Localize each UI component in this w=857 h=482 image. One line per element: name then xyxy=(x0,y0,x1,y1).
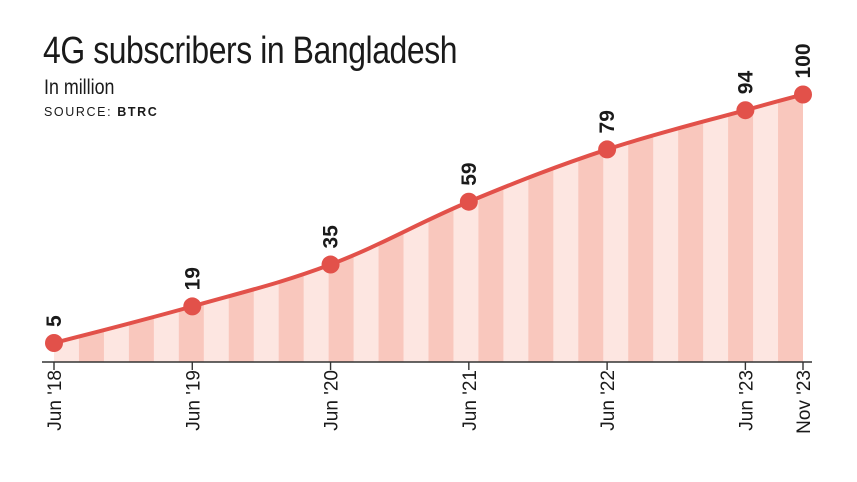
area-stripe xyxy=(653,94,679,362)
chart-source: SOURCE: BTRC xyxy=(44,105,158,119)
area-fill-stripes xyxy=(54,94,803,362)
area-stripe xyxy=(553,94,579,362)
area-stripe xyxy=(328,94,355,362)
area-stripe xyxy=(78,94,105,362)
data-point xyxy=(794,85,812,104)
source-prefix: SOURCE: xyxy=(44,105,113,119)
area-stripe xyxy=(253,94,280,362)
area-stripe xyxy=(503,94,529,362)
chart-subtitle: In million xyxy=(44,76,115,99)
area-stripe xyxy=(278,94,305,362)
data-labels: 5 19 35 59 79 94 100 xyxy=(43,43,815,327)
data-point xyxy=(736,101,755,120)
area-stripe xyxy=(403,94,429,362)
x-tick-labels: Jun '18 Jun '19 Jun '20 Jun '21 Jun '22 Jun '… xyxy=(45,370,815,434)
area-stripe xyxy=(678,94,704,362)
area-stripe xyxy=(728,94,754,362)
area-stripe xyxy=(453,94,479,362)
data-label: 35 xyxy=(320,225,343,249)
data-point xyxy=(598,140,617,159)
x-axis xyxy=(42,361,812,370)
area-stripe xyxy=(303,94,330,362)
x-tick-label: Jun '22 xyxy=(598,370,619,431)
data-point xyxy=(183,297,202,316)
x-tick-label: Jun '21 xyxy=(460,370,481,431)
area-stripe xyxy=(103,94,130,362)
data-points xyxy=(45,85,812,352)
area-stripe xyxy=(778,94,803,362)
x-tick-label: Jun '19 xyxy=(183,370,204,431)
area-stripe xyxy=(703,94,729,362)
data-label: 79 xyxy=(596,110,619,133)
data-label: 19 xyxy=(181,267,204,290)
x-tick-label: Nov '23 xyxy=(794,370,815,434)
area-stripe xyxy=(478,94,504,362)
area-stripe xyxy=(628,94,654,362)
data-label: 5 xyxy=(43,315,66,327)
data-label: 100 xyxy=(792,43,815,78)
area-stripe xyxy=(203,94,230,362)
area-stripe xyxy=(378,94,405,362)
chart-title: 4G subscribers in Bangladesh xyxy=(43,30,458,72)
data-point xyxy=(321,255,340,274)
data-point xyxy=(45,334,63,352)
x-tick-label: Jun '20 xyxy=(322,370,343,431)
data-label: 59 xyxy=(458,162,481,185)
area-stripe xyxy=(228,94,255,362)
area-stripe xyxy=(353,94,380,362)
area-stripe xyxy=(528,94,554,362)
area-stripe xyxy=(603,94,629,362)
area-stripe xyxy=(178,94,205,362)
data-point xyxy=(459,192,478,211)
data-label: 94 xyxy=(734,71,757,95)
source-name: BTRC xyxy=(117,105,159,119)
x-tick-label: Jun '18 xyxy=(45,370,66,431)
x-tick-label: Jun '23 xyxy=(736,370,757,431)
area-stripe xyxy=(753,94,779,362)
area-stripe xyxy=(578,94,604,362)
